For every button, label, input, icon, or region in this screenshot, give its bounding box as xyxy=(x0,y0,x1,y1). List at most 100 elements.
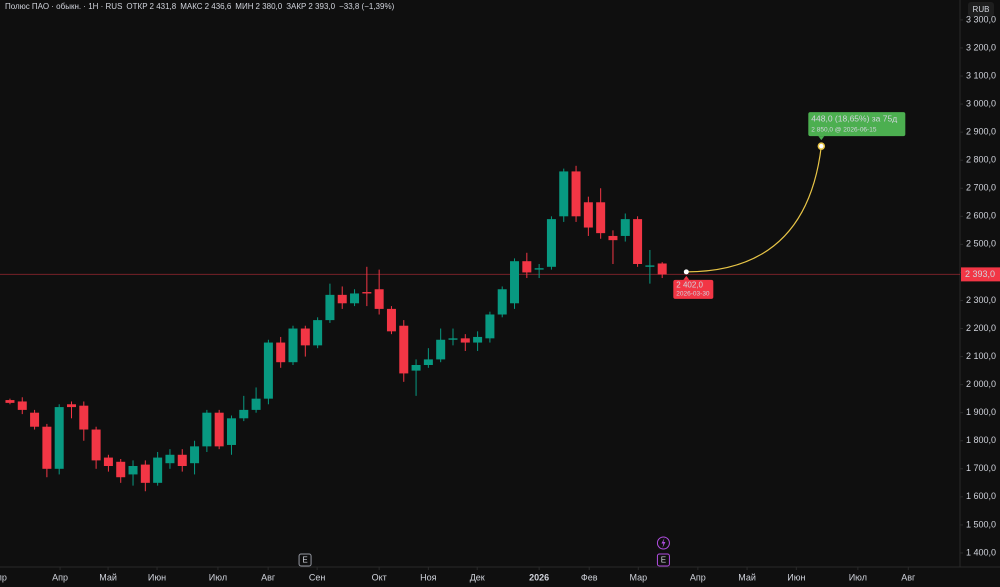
candle-body xyxy=(214,412,224,447)
y-tick-label: 1 600,0 xyxy=(966,491,996,501)
y-tick-label: 2 600,0 xyxy=(966,211,996,221)
event-marker xyxy=(656,553,670,567)
candle-body xyxy=(30,412,40,427)
currency-button[interactable] xyxy=(968,2,994,17)
header-field-value: 2 436,6 xyxy=(205,2,232,11)
candle-body xyxy=(165,454,175,464)
x-tick-label: Фев xyxy=(581,572,598,582)
candle-body xyxy=(54,407,64,469)
x-tick-label: Сен xyxy=(309,572,326,582)
y-tick-label: 3 300,0 xyxy=(966,14,996,24)
forecast-curve xyxy=(686,146,822,273)
candle-body xyxy=(325,294,335,321)
forecast-change-label: 448,0 (18,65%) за 75д xyxy=(811,113,897,123)
candle-body xyxy=(251,398,261,410)
x-tick-label: Июн xyxy=(148,572,166,582)
candle-body xyxy=(17,401,27,410)
event-marker xyxy=(298,553,312,567)
y-tick-label: 2 500,0 xyxy=(966,239,996,249)
candle-body xyxy=(288,328,298,363)
y-tick-label: 1 500,0 xyxy=(966,519,996,529)
candle-body xyxy=(633,219,643,265)
candle-body xyxy=(386,308,396,332)
candle-body xyxy=(596,202,606,234)
candle-body xyxy=(374,289,384,309)
x-tick-label: Мар xyxy=(630,572,648,582)
x-tick-label: Апр xyxy=(690,572,706,582)
header: Полюс ПАО · обыкн. · 1Н · RUS ОТКР 2 431,8… xyxy=(5,2,395,11)
header-symbol: Полюс ПАО · обыкн. · 1Н · RUS xyxy=(5,2,122,11)
candle-body xyxy=(116,461,126,478)
currency-label: RUB xyxy=(973,5,990,14)
candle-body xyxy=(140,464,150,483)
candle-body xyxy=(645,265,655,267)
y-tick-label: 2 900,0 xyxy=(966,127,996,137)
candle-body xyxy=(91,429,101,461)
y-tick-label: 3 000,0 xyxy=(966,98,996,108)
candle-body xyxy=(657,263,667,275)
x-tick-label: 2026 xyxy=(529,572,549,582)
start-box-pointer xyxy=(683,275,690,280)
x-tick-label: Дек xyxy=(470,572,485,582)
y-tick-label: 1 900,0 xyxy=(966,407,996,417)
start-value-label: 2 402,0 xyxy=(676,280,703,289)
header-change: −33,8 (−1,39%) xyxy=(339,2,394,11)
last-price-label: 2 393,0 xyxy=(965,269,995,279)
candle-body xyxy=(423,359,433,366)
forecast-start-point xyxy=(683,269,689,275)
x-tick-label: Июн xyxy=(787,572,805,582)
start-date-label: 2026-03-30 xyxy=(676,291,710,298)
y-tick-label: 1 700,0 xyxy=(966,463,996,473)
x-tick-label: Окт xyxy=(372,572,387,582)
candle-body xyxy=(497,289,507,315)
candle-body xyxy=(411,365,421,371)
candle-body xyxy=(177,454,187,467)
x-tick-label: Авг xyxy=(901,572,916,582)
candle-body xyxy=(620,219,630,236)
start-box xyxy=(673,279,714,299)
lightning xyxy=(661,538,666,548)
last-price-box xyxy=(961,267,1000,282)
candle-body xyxy=(399,325,409,374)
y-tick-label: 3 200,0 xyxy=(966,42,996,52)
candle-body xyxy=(66,404,76,408)
y-tick-label: 1 400,0 xyxy=(966,547,996,557)
candle-body xyxy=(153,457,163,483)
header-field-name: ЗАКР xyxy=(286,2,306,11)
candle-body xyxy=(608,235,618,241)
x-tick-label: Май xyxy=(99,572,117,582)
candle-body xyxy=(337,294,347,304)
candle-body xyxy=(522,261,532,273)
candle-body xyxy=(5,400,15,403)
candle-body xyxy=(276,342,286,363)
event-label: E xyxy=(302,556,307,565)
forecast-end-point xyxy=(817,142,826,150)
candle-body xyxy=(128,466,138,475)
candle-body xyxy=(448,338,458,340)
candle-body xyxy=(313,320,323,346)
candle-body xyxy=(460,338,470,343)
candle-body xyxy=(190,446,200,464)
header-field-name: МИН xyxy=(235,2,253,11)
candle-body xyxy=(510,261,520,304)
candle-body xyxy=(350,293,360,304)
candle-body xyxy=(103,457,113,467)
event-label: E xyxy=(661,556,666,565)
y-tick-label: 2 100,0 xyxy=(966,351,996,361)
end-box-pointer xyxy=(818,136,825,141)
y-tick-label: 3 100,0 xyxy=(966,70,996,80)
candle-body xyxy=(263,342,273,399)
header-field-name: МАКС xyxy=(180,2,203,11)
candle-body xyxy=(473,336,483,343)
header-field-name: ОТКР xyxy=(126,2,147,11)
x-tick-label: Апр xyxy=(52,572,68,582)
y-tick-label: 2 300,0 xyxy=(966,295,996,305)
candle-body xyxy=(362,292,372,294)
candle-body xyxy=(559,171,569,217)
candle-body xyxy=(226,418,236,445)
x-tick-label: Июл xyxy=(849,572,867,582)
candle-body xyxy=(202,412,212,447)
forecast-end-label: 2 850,0 @ 2026-06-15 xyxy=(811,126,877,133)
x-tick-label: Июл xyxy=(209,572,227,582)
